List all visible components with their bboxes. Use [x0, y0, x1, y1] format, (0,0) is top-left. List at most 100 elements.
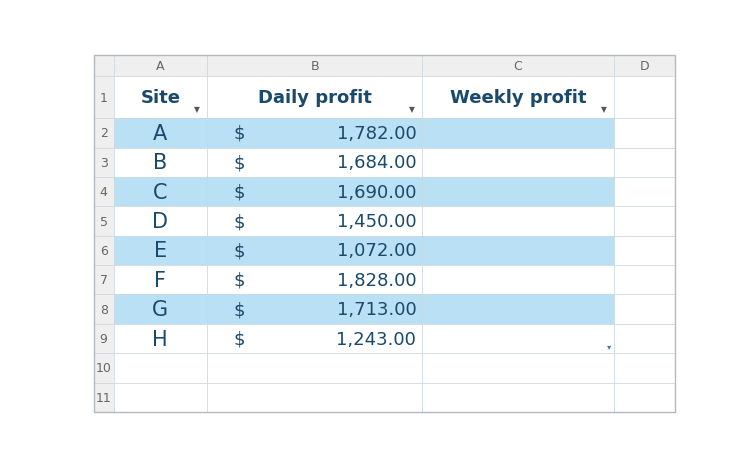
Bar	[614, 295, 675, 324]
Text: F: F	[154, 270, 166, 290]
Text: 1,690.00: 1,690.00	[337, 183, 416, 201]
Bar	[113, 236, 207, 266]
Text: 11: 11	[96, 391, 112, 404]
Text: $: $	[233, 183, 244, 201]
Text: 1,450.00: 1,450.00	[337, 213, 416, 231]
Bar	[94, 353, 113, 383]
Text: 1,684.00: 1,684.00	[337, 154, 416, 172]
Text: 1,782.00: 1,782.00	[337, 125, 416, 143]
Bar	[614, 148, 675, 178]
Bar	[113, 295, 207, 324]
Bar	[422, 324, 614, 353]
Bar	[94, 383, 113, 412]
Bar	[614, 207, 675, 236]
Bar	[94, 236, 113, 266]
Bar	[94, 207, 113, 236]
Text: 5: 5	[100, 215, 108, 228]
Bar	[207, 236, 422, 266]
Text: H: H	[152, 329, 168, 349]
Text: ▼: ▼	[194, 105, 200, 114]
Bar	[207, 207, 422, 236]
Text: 1,828.00: 1,828.00	[337, 271, 416, 289]
Bar	[113, 353, 207, 383]
Bar	[113, 383, 207, 412]
Bar	[94, 148, 113, 178]
Bar	[422, 295, 614, 324]
Text: $: $	[233, 300, 244, 319]
Bar	[614, 353, 675, 383]
Text: $: $	[233, 271, 244, 289]
Text: ▾: ▾	[607, 342, 611, 350]
Text: C: C	[153, 182, 167, 202]
Text: C: C	[514, 60, 523, 73]
Bar	[614, 119, 675, 148]
Bar	[614, 266, 675, 295]
Text: D: D	[152, 212, 168, 232]
Text: 4: 4	[100, 186, 107, 199]
Text: 7: 7	[100, 274, 108, 287]
Text: 1: 1	[100, 92, 107, 105]
Text: A: A	[156, 60, 164, 73]
Text: $: $	[233, 213, 244, 231]
Bar	[113, 148, 207, 178]
Bar	[113, 178, 207, 207]
Text: 2: 2	[100, 127, 107, 140]
Bar	[422, 77, 614, 119]
Bar	[614, 178, 675, 207]
Text: B: B	[310, 60, 319, 73]
Bar	[113, 324, 207, 353]
Bar	[422, 266, 614, 295]
Bar	[207, 178, 422, 207]
Bar	[207, 56, 422, 77]
Bar	[614, 324, 675, 353]
Bar	[422, 236, 614, 266]
Bar	[614, 236, 675, 266]
Bar	[614, 56, 675, 77]
Bar	[207, 353, 422, 383]
Text: 3: 3	[100, 156, 107, 169]
Text: ▼: ▼	[601, 105, 607, 114]
Bar	[207, 148, 422, 178]
Bar	[207, 295, 422, 324]
Text: $: $	[233, 242, 244, 260]
Bar	[113, 56, 207, 77]
Bar	[207, 324, 422, 353]
Text: 10: 10	[96, 362, 112, 375]
Text: 6: 6	[100, 244, 107, 257]
Text: 1,713.00: 1,713.00	[337, 300, 416, 319]
Bar	[422, 353, 614, 383]
Bar	[422, 148, 614, 178]
Text: ▼: ▼	[409, 105, 415, 114]
Bar	[207, 77, 422, 119]
Text: 9: 9	[100, 332, 107, 345]
Bar	[94, 119, 113, 148]
Text: Weekly profit: Weekly profit	[450, 89, 586, 107]
Text: A: A	[153, 124, 167, 144]
Bar	[422, 178, 614, 207]
Bar	[94, 266, 113, 295]
Text: D: D	[640, 60, 650, 73]
Bar	[113, 119, 207, 148]
Bar	[422, 383, 614, 412]
Bar	[422, 207, 614, 236]
Bar	[207, 266, 422, 295]
Text: E: E	[154, 241, 166, 261]
Text: B: B	[153, 153, 167, 173]
Bar	[113, 266, 207, 295]
Bar	[207, 383, 422, 412]
Bar	[422, 56, 614, 77]
Bar	[94, 324, 113, 353]
Bar	[94, 77, 113, 119]
Bar	[94, 295, 113, 324]
Bar	[94, 178, 113, 207]
Text: 1,072.00: 1,072.00	[337, 242, 416, 260]
Bar	[113, 77, 207, 119]
Text: Site: Site	[140, 89, 180, 107]
Bar	[113, 207, 207, 236]
Text: Daily profit: Daily profit	[258, 89, 371, 107]
Text: $: $	[233, 330, 244, 348]
Bar	[94, 56, 113, 77]
Text: $: $	[233, 125, 244, 143]
Bar	[207, 119, 422, 148]
Text: $: $	[233, 154, 244, 172]
